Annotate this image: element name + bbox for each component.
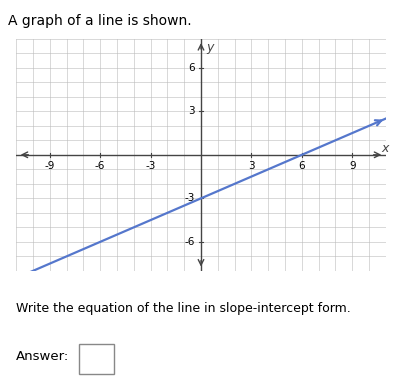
- Text: -6: -6: [95, 161, 105, 171]
- Text: Answer:: Answer:: [16, 350, 69, 363]
- Text: 6: 6: [298, 161, 304, 171]
- Text: 3: 3: [188, 106, 194, 116]
- Text: 9: 9: [348, 161, 355, 171]
- Text: 6: 6: [188, 63, 194, 73]
- Text: -3: -3: [145, 161, 155, 171]
- Text: -3: -3: [184, 194, 194, 203]
- Text: y: y: [206, 41, 213, 54]
- Text: -6: -6: [184, 237, 194, 247]
- Text: A graph of a line is shown.: A graph of a line is shown.: [8, 14, 191, 28]
- Text: 3: 3: [247, 161, 254, 171]
- Text: Write the equation of the line in slope-intercept form.: Write the equation of the line in slope-…: [16, 303, 350, 315]
- Text: -9: -9: [45, 161, 55, 171]
- Text: x: x: [380, 142, 387, 155]
- FancyBboxPatch shape: [79, 344, 114, 374]
